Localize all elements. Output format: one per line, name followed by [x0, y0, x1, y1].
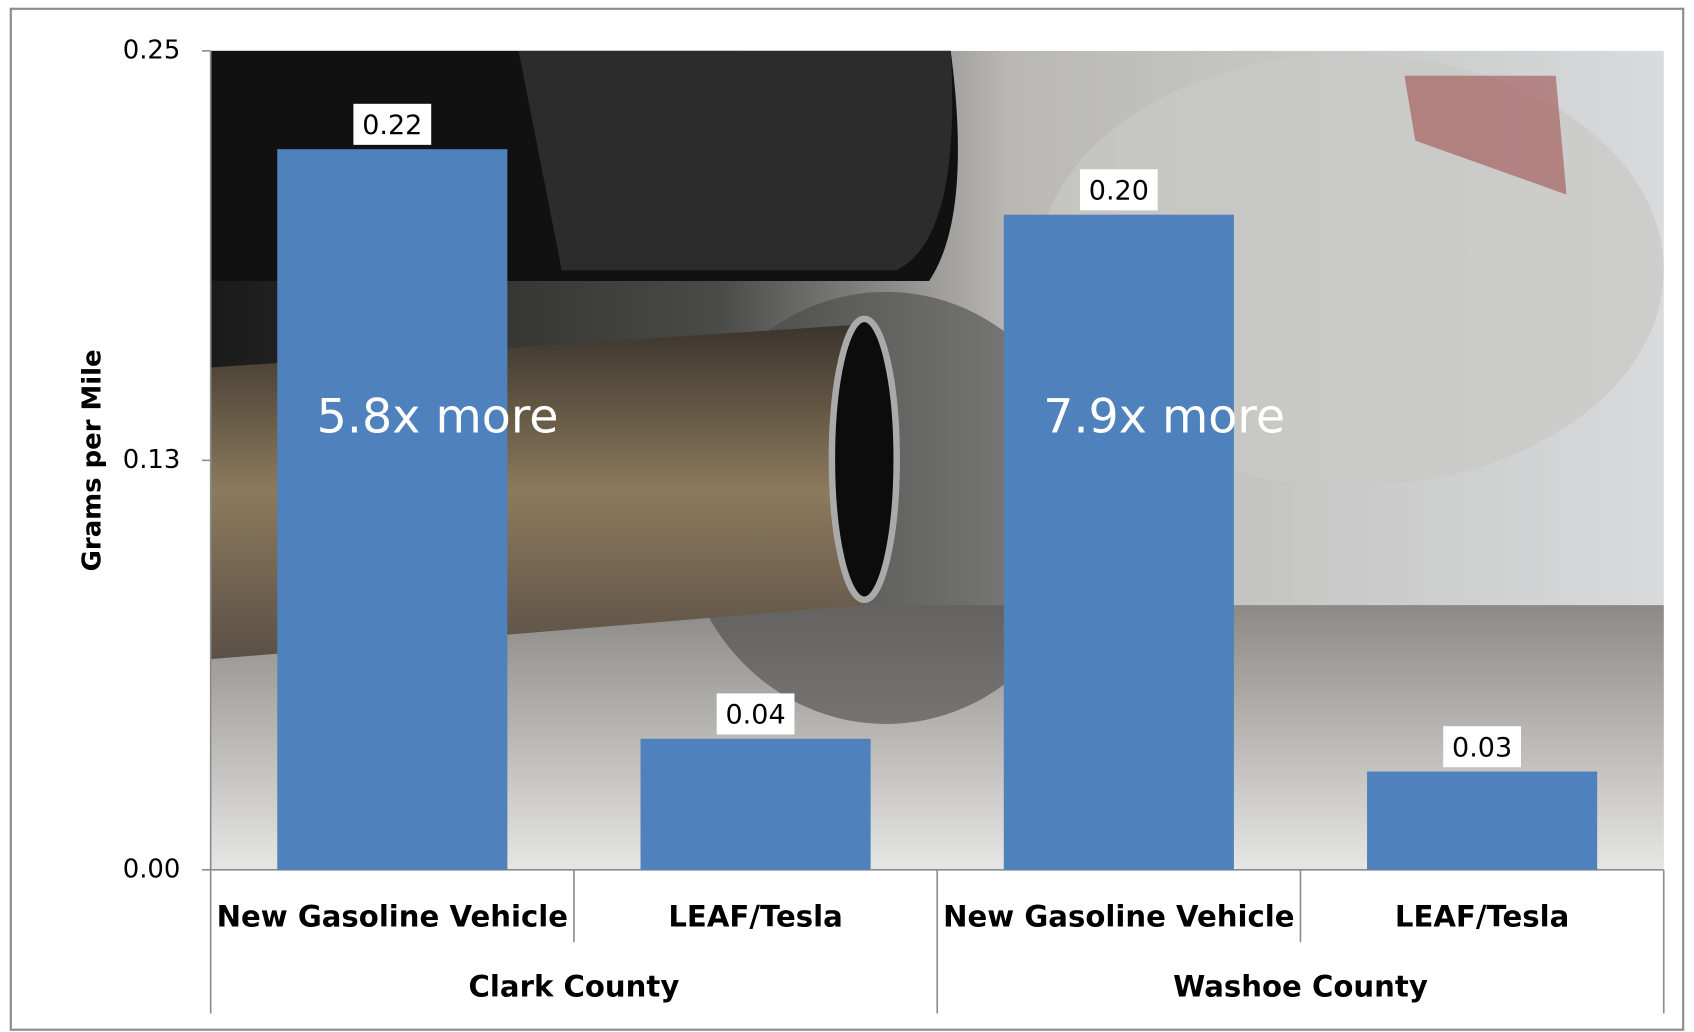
- bar: [1003, 214, 1234, 870]
- value-label: 0.20: [1089, 176, 1149, 207]
- value-label: 0.03: [1452, 732, 1512, 763]
- y-tick-label: 0.00: [123, 854, 181, 884]
- annotation: 5.8x more: [317, 389, 559, 444]
- value-label-box: [716, 693, 795, 735]
- group-label: Clark County: [469, 970, 680, 1004]
- value-label: 0.04: [726, 700, 786, 731]
- x-tick-label: New Gasoline Vehicle: [943, 899, 1294, 933]
- y-tick-label: 0.25: [123, 35, 181, 65]
- value-label: 0.22: [362, 110, 422, 141]
- bar: [1367, 771, 1598, 870]
- y-axis-label: Grams per Mile: [77, 349, 107, 571]
- group-label: Washoe County: [1173, 970, 1428, 1004]
- x-tick-label: New Gasoline Vehicle: [217, 899, 568, 933]
- annotation: 7.9x more: [1043, 389, 1285, 444]
- value-label-box: [1079, 169, 1158, 211]
- x-tick-label: LEAF/Tesla: [1395, 899, 1569, 933]
- value-label-box: [1443, 726, 1522, 768]
- value-label-box: [353, 103, 432, 145]
- x-tick-label: LEAF/Tesla: [668, 899, 842, 933]
- bar: [277, 149, 508, 870]
- y-tick-label: 0.13: [123, 445, 181, 475]
- bar: [640, 738, 871, 870]
